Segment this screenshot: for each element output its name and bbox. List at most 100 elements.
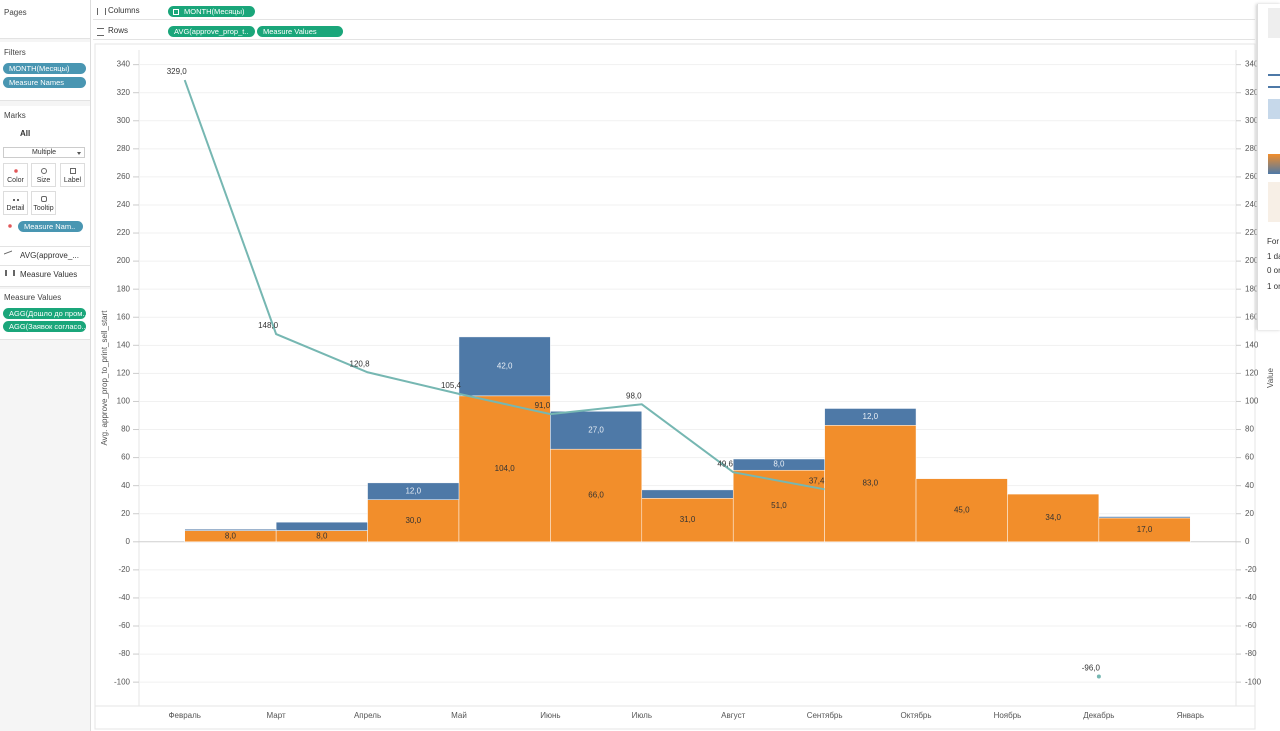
y-tick-label: 40 [121,481,130,490]
divider [0,246,90,247]
chart-thumb[interactable] [1268,74,1280,88]
panel-text: 1 da [1267,252,1280,261]
pill[interactable]: MONTH(Месяцы) [168,6,255,17]
line-label: -96,0 [1082,664,1101,673]
line-label: 49,6 [717,459,733,468]
chart-thumb[interactable] [1268,154,1280,174]
bar-label: 12,0 [863,412,879,421]
chart-pane [94,43,1256,730]
line-label: 120,8 [350,359,371,368]
bar-label: 27,0 [588,425,604,434]
marks-layer[interactable]: Measure Values [20,270,78,279]
label-button[interactable]: Label [60,163,85,187]
y2-tick-label: 80 [1245,425,1254,434]
pill[interactable]: Measure Nam.. [18,221,83,232]
pill[interactable]: AGG(Заявок согласо.. [3,321,86,332]
y-tick-label: 280 [117,144,131,153]
bar-segment [641,489,734,499]
card-title: Pages [4,8,27,17]
bar-label: 51,0 [771,501,787,510]
line-label: 148,0 [258,321,279,330]
bar-icon [5,270,15,276]
y2-axis-title: Value [1266,368,1275,388]
line-icon [4,250,12,259]
y2-tick-label: 240 [1245,200,1259,209]
line-point [1096,674,1101,679]
size-button[interactable]: Size [31,163,56,187]
rows-icon [97,28,104,36]
y2-tick-label: 100 [1245,397,1259,406]
button-label: Size [36,177,51,184]
color-icon [7,223,13,229]
bar-label: 34,0 [1045,513,1061,522]
detail-button[interactable]: Detail [3,191,28,215]
line-label: 105,4 [441,381,462,390]
marks-layer[interactable]: AVG(approve_... [20,251,79,260]
y2-tick-label: 160 [1245,312,1259,321]
chart-thumb[interactable] [1268,182,1280,222]
y2-tick-label: 260 [1245,172,1259,181]
y-tick-label: 240 [117,200,131,209]
rows-label: Rows [108,26,129,35]
y2-tick-label: -80 [1245,649,1257,658]
x-tick-label: Январь [1177,711,1204,720]
columns-shelf: Columns MONTH(Месяцы) [93,4,1255,20]
columns-icon [97,8,106,15]
y2-tick-label: 140 [1245,340,1259,349]
filters-card: Filters MONTH(Месяцы) Measure Names [0,42,90,101]
bar-segment [915,478,1008,543]
pill[interactable]: Measure Values [257,26,343,37]
pill[interactable]: AVG(approve_prop_t.. [168,26,255,37]
measure-values-card: Measure Values AGG(Дошло до пром.. AGG(З… [0,289,90,340]
y2-tick-label: 320 [1245,88,1259,97]
y2-tick-label: 220 [1245,228,1259,237]
y2-tick-label: -100 [1245,677,1262,686]
pill[interactable]: MONTH(Месяцы) [3,63,86,74]
pill[interactable]: AGG(Дошло до пром.. [3,308,86,319]
chart-thumb[interactable] [1268,99,1280,119]
bar-label: 17,0 [1137,525,1153,534]
color-button[interactable]: Color [3,163,28,187]
y2-tick-label: 180 [1245,284,1259,293]
y-tick-label: 60 [121,453,130,462]
y2-tick-label: 120 [1245,368,1259,377]
line-label: 98,0 [626,391,642,400]
marks-all[interactable]: All [20,129,31,138]
y-tick-label: 160 [117,312,131,321]
button-label: Detail [6,205,25,212]
bar-segment [824,425,917,543]
bar-label: 66,0 [588,491,604,500]
card-title: Measure Values [4,293,62,302]
y2-tick-label: 200 [1245,256,1259,265]
mark-type-dropdown[interactable]: Multiple [3,147,85,158]
chart-thumb[interactable] [1268,8,1280,38]
y-tick-label: 220 [117,228,131,237]
x-tick-label: Март [267,711,286,720]
bar-label: 12,0 [405,486,421,495]
x-tick-label: Октябрь [901,711,932,720]
button-label: Color [7,177,24,184]
y-tick-label: 120 [117,368,131,377]
pill[interactable]: Measure Names [3,77,86,88]
marks-card: Marks All Multiple Color Size Label Deta… [0,106,90,287]
line-label: 37,4 [809,476,825,485]
panel-text: 0 or [1267,266,1280,275]
y-tick-label: -100 [114,677,131,686]
expand-icon [173,9,179,15]
bar-segment [732,469,825,543]
x-tick-label: Май [451,711,467,720]
tooltip-button[interactable]: Tooltip [31,191,56,215]
bar-segment [1098,516,1191,519]
y2-tick-label: 300 [1245,116,1259,125]
y2-tick-label: -20 [1245,565,1257,574]
y2-tick-label: 60 [1245,453,1254,462]
bar-label: 45,0 [954,505,970,514]
x-tick-label: Апрель [354,711,381,720]
bar-segment [641,498,734,543]
x-tick-label: Август [721,711,745,720]
y2-tick-label: -40 [1245,593,1257,602]
bar-label: 83,0 [863,479,879,488]
bar-segment [275,521,368,531]
